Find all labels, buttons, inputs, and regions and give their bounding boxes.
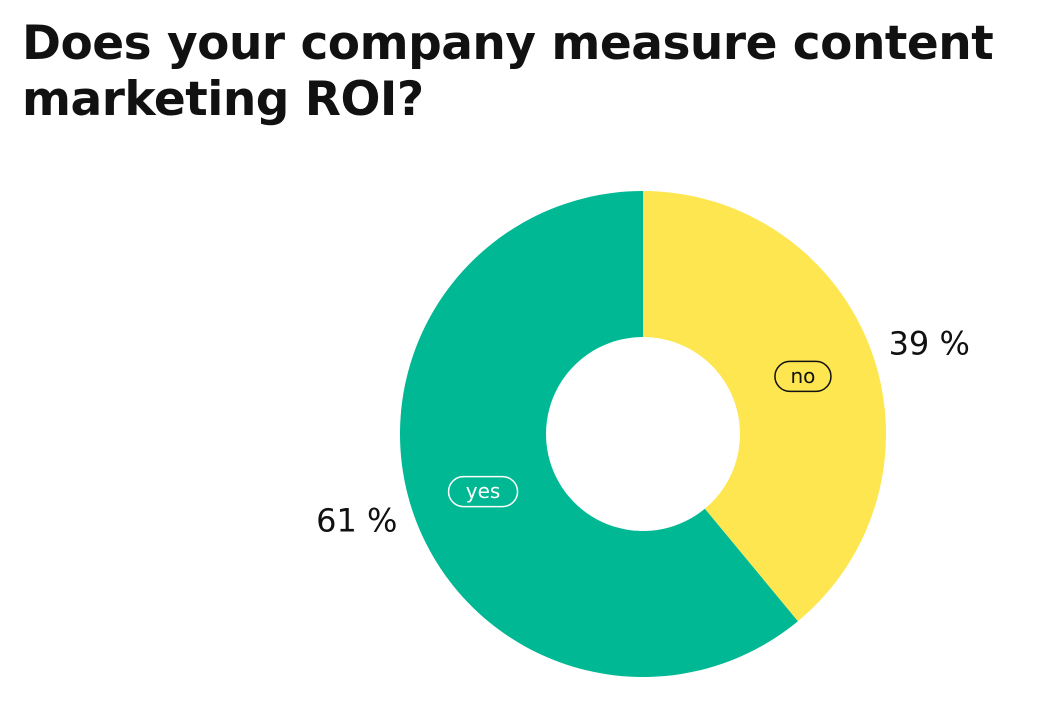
chart-title: Does your company measure content market… xyxy=(22,16,994,127)
slice-label-pill-yes xyxy=(447,475,519,508)
slice-label-text-yes: yes xyxy=(466,479,501,503)
slice-label-text-no: no xyxy=(790,364,815,388)
value-label-no: 39 % xyxy=(889,325,970,363)
slice-label-pill-no xyxy=(774,360,832,393)
slice-label-yes: yes xyxy=(447,475,519,508)
slice-label-no: no xyxy=(774,360,832,393)
slice-yes xyxy=(400,191,798,677)
slice-no xyxy=(643,191,887,622)
value-label-yes: 61 % xyxy=(316,501,397,539)
